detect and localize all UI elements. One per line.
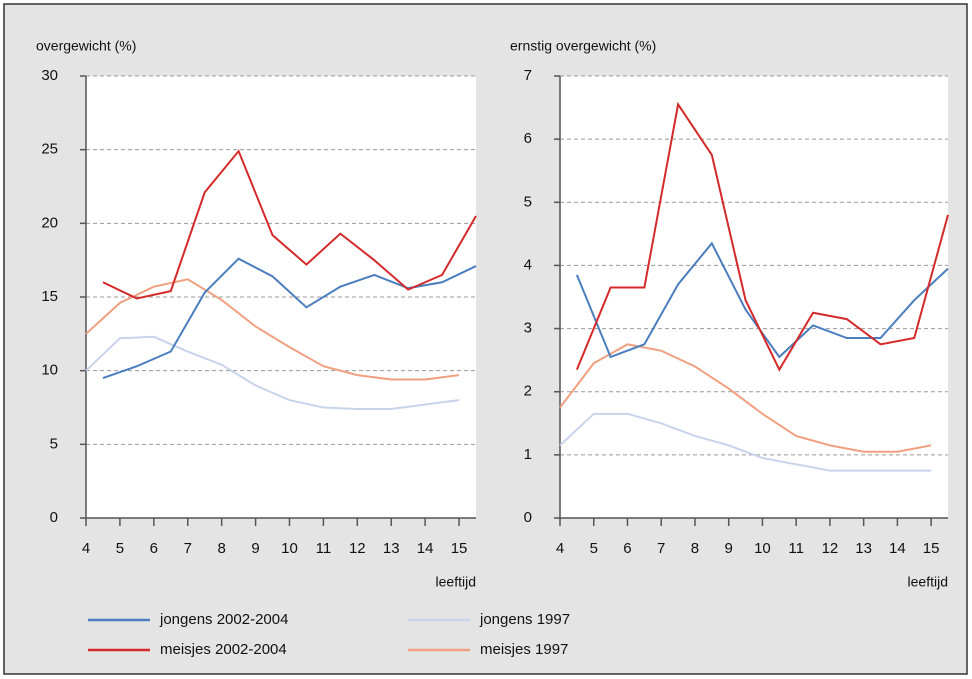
x-tick-label: 5: [590, 540, 598, 557]
x-tick-label: 12: [349, 540, 366, 557]
x-tick-label: 13: [383, 540, 400, 557]
x-tick-label: 14: [417, 540, 434, 557]
series-line: jongens 1997: [559, 412, 932, 472]
y-tick-label: 10: [41, 362, 58, 379]
x-tick-label: 9: [725, 540, 733, 557]
y-tick-label: 25: [41, 141, 58, 158]
y-axis-title: ernstig overgewicht (%): [510, 38, 656, 54]
y-tick-label: 6: [524, 130, 532, 147]
x-tick-label: 11: [316, 540, 332, 557]
x-tick-label: 12: [822, 540, 839, 557]
y-tick-label: 15: [41, 288, 58, 305]
x-tick-label: 13: [855, 540, 872, 557]
series-line: [85, 278, 460, 381]
x-tick-label: 4: [82, 540, 90, 557]
x-tick-label: 6: [150, 540, 158, 557]
x-tick-label: 11: [788, 540, 804, 557]
x-tick-label: 8: [691, 540, 699, 557]
y-tick-label: 2: [524, 383, 532, 400]
series-line: [85, 335, 460, 410]
x-tick-label: 6: [623, 540, 631, 557]
y-tick-label: 0: [524, 509, 532, 526]
x-tick-label: 15: [923, 540, 940, 557]
y-tick-label: 7: [524, 67, 532, 84]
y-tick-label: 4: [524, 256, 532, 273]
plot-area: [560, 76, 948, 518]
series-line: [102, 149, 477, 300]
y-tick-label: 5: [50, 435, 58, 452]
y-axis-title: overgewicht (%): [36, 38, 136, 54]
x-tick-label: 5: [116, 540, 124, 557]
y-tick-label: 1: [524, 446, 532, 463]
series-line: meisjes 1997: [559, 343, 932, 453]
x-tick-label: 14: [889, 540, 906, 557]
legend-label: jongens 2002-2004: [159, 611, 288, 628]
x-axis-title: leeftijd: [908, 574, 948, 590]
y-tick-label: 20: [41, 214, 58, 231]
legend-label: meisjes 2002-2004: [160, 641, 287, 658]
y-tick-label: 0: [50, 509, 58, 526]
x-tick-label: 7: [657, 540, 665, 557]
x-tick-label: 8: [217, 540, 225, 557]
legend-label: meisjes 1997: [480, 641, 568, 658]
x-tick-label: 4: [556, 540, 564, 557]
x-axis-title: leeftijd: [436, 574, 476, 590]
x-tick-label: 10: [281, 540, 298, 557]
y-tick-label: 30: [41, 67, 58, 84]
y-tick-label: 3: [524, 320, 532, 337]
x-tick-label: 7: [184, 540, 192, 557]
x-tick-label: 15: [451, 540, 468, 557]
x-tick-label: 10: [754, 540, 771, 557]
y-tick-label: 5: [524, 193, 532, 210]
legend-label: jongens 1997: [479, 611, 570, 628]
series-line: meisjes 2002-2004: [575, 101, 949, 372]
x-tick-label: 9: [251, 540, 259, 557]
